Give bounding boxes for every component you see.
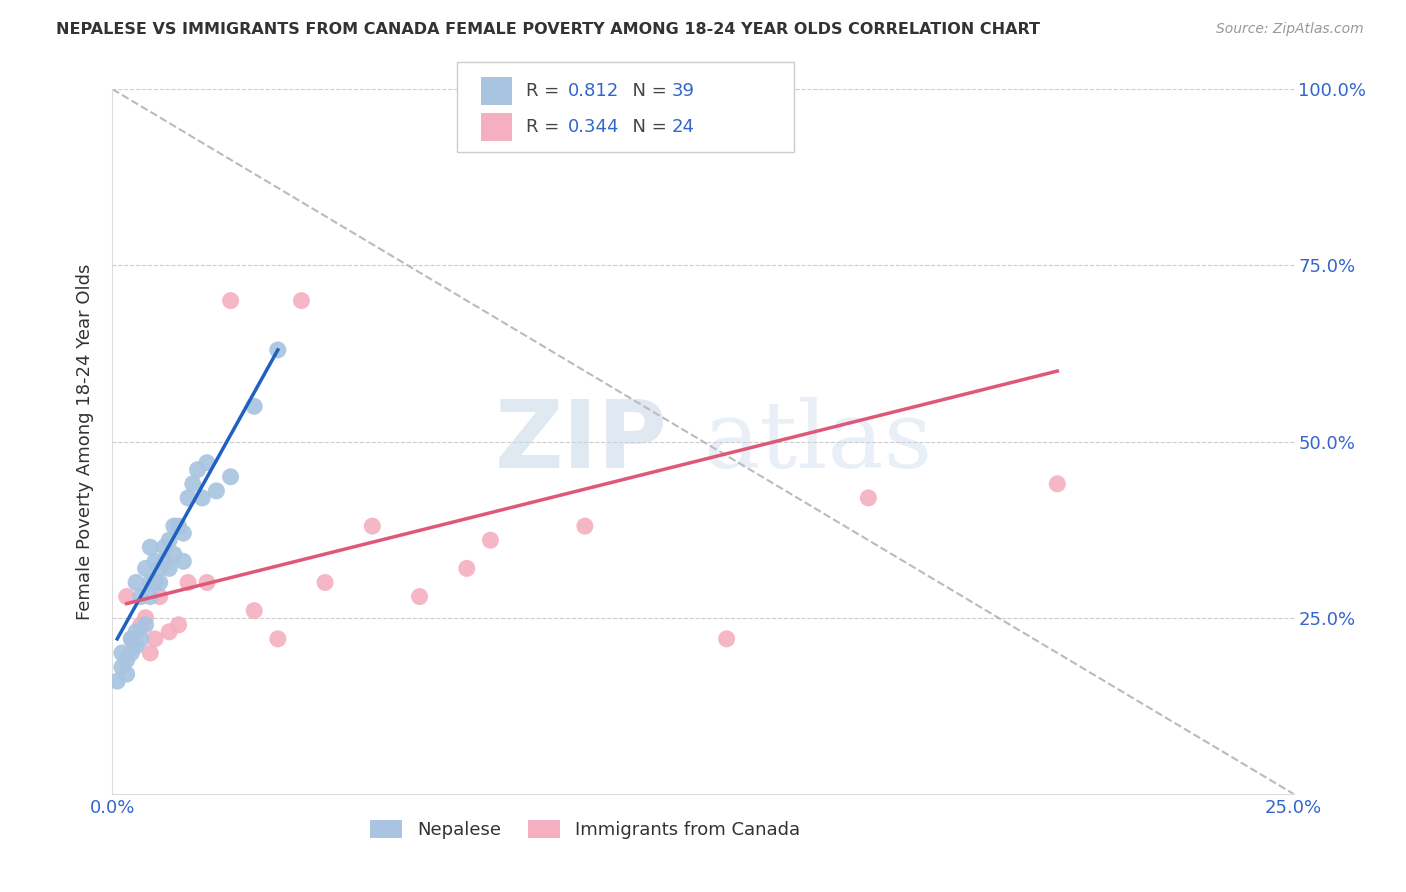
Point: [143, 554, 166, 568]
Point: [574, 519, 596, 533]
Point: [143, 575, 166, 590]
Point: [111, 660, 134, 674]
Point: [163, 519, 186, 533]
Point: [219, 293, 242, 308]
Point: [125, 639, 148, 653]
Y-axis label: Female Poverty Among 18-24 Year Olds: Female Poverty Among 18-24 Year Olds: [76, 263, 94, 620]
Point: [243, 604, 266, 618]
Point: [129, 632, 152, 646]
Point: [135, 610, 157, 624]
Text: 24: 24: [672, 118, 695, 136]
Point: [157, 561, 180, 575]
Point: [267, 632, 290, 646]
Point: [157, 533, 180, 548]
Point: [167, 519, 190, 533]
Point: [139, 646, 162, 660]
Point: [120, 632, 142, 646]
Text: R =: R =: [526, 118, 565, 136]
Point: [149, 561, 172, 575]
Point: [149, 590, 172, 604]
Point: [195, 456, 218, 470]
Point: [129, 590, 152, 604]
Text: 0.812: 0.812: [568, 82, 619, 100]
Point: [135, 617, 157, 632]
Point: [120, 646, 142, 660]
Point: [314, 575, 336, 590]
Text: 39: 39: [672, 82, 695, 100]
Point: [153, 541, 176, 555]
Point: [115, 667, 138, 681]
Text: Source: ZipAtlas.com: Source: ZipAtlas.com: [1216, 22, 1364, 37]
Point: [177, 575, 200, 590]
Point: [191, 491, 214, 505]
Text: ZIP: ZIP: [495, 395, 668, 488]
Point: [149, 575, 172, 590]
Point: [479, 533, 502, 548]
Point: [408, 590, 430, 604]
Point: [139, 575, 162, 590]
Point: [195, 575, 218, 590]
Point: [115, 653, 138, 667]
Text: N =: N =: [621, 118, 673, 136]
Point: [858, 491, 880, 505]
Point: [1046, 476, 1069, 491]
Text: R =: R =: [526, 82, 565, 100]
Point: [157, 624, 180, 639]
Point: [111, 646, 134, 660]
Point: [105, 674, 128, 689]
Text: N =: N =: [621, 82, 673, 100]
Point: [139, 590, 162, 604]
Point: [167, 617, 190, 632]
Point: [177, 491, 200, 505]
Point: [172, 554, 194, 568]
Point: [163, 547, 186, 561]
Point: [219, 469, 242, 483]
Point: [205, 483, 228, 498]
Point: [181, 476, 204, 491]
Point: [456, 561, 478, 575]
Text: atlas: atlas: [703, 397, 932, 486]
Point: [120, 632, 142, 646]
Point: [129, 617, 152, 632]
Point: [243, 399, 266, 413]
Point: [143, 632, 166, 646]
Legend: Nepalese, Immigrants from Canada: Nepalese, Immigrants from Canada: [361, 811, 808, 848]
Point: [186, 463, 208, 477]
Point: [125, 624, 148, 639]
Point: [172, 526, 194, 541]
Point: [290, 293, 312, 308]
Text: 0.344: 0.344: [568, 118, 620, 136]
Point: [135, 561, 157, 575]
Text: NEPALESE VS IMMIGRANTS FROM CANADA FEMALE POVERTY AMONG 18-24 YEAR OLDS CORRELAT: NEPALESE VS IMMIGRANTS FROM CANADA FEMAL…: [56, 22, 1040, 37]
Point: [716, 632, 738, 646]
Point: [115, 590, 138, 604]
Point: [361, 519, 384, 533]
Point: [125, 575, 148, 590]
Point: [153, 554, 176, 568]
Point: [267, 343, 290, 357]
Point: [139, 541, 162, 555]
